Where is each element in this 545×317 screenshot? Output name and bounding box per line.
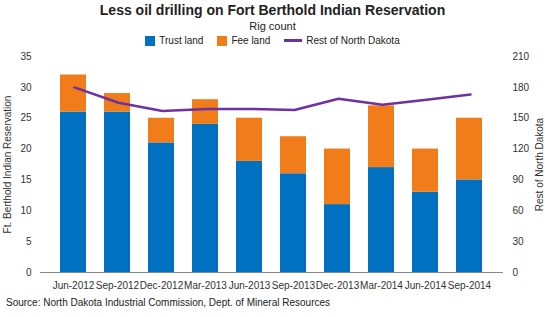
svg-text:Sep-2014: Sep-2014 — [448, 280, 492, 291]
svg-text:Sep-2013: Sep-2013 — [272, 280, 316, 291]
svg-text:30: 30 — [513, 236, 525, 247]
svg-text:20: 20 — [20, 143, 32, 154]
svg-text:Jun-2014: Jun-2014 — [405, 280, 447, 291]
svg-text:5: 5 — [26, 236, 32, 247]
html-text:Rest of North Dakota: Rest of North Dakota — [306, 34, 400, 46]
svg-text:15: 15 — [20, 174, 32, 185]
svg-text:150: 150 — [513, 112, 530, 123]
svg-text:Rest of North Dakota: Rest of North Dakota — [534, 117, 545, 211]
html-text:Trust land: Trust land — [159, 34, 204, 46]
svg-text:0: 0 — [26, 267, 32, 278]
svg-text:Dec-2012: Dec-2012 — [140, 280, 184, 291]
html-text:Source: North Dakota Industria: Source: North Dakota Industrial Commissi… — [6, 297, 330, 308]
svg-text:0: 0 — [513, 267, 519, 278]
svg-text:Mar-2013: Mar-2013 — [184, 280, 227, 291]
svg-text:Jun-2012: Jun-2012 — [53, 280, 95, 291]
html-text:Less oil drilling on Fort Bert: Less oil drilling on Fort Berthold India… — [99, 2, 446, 18]
svg-text:180: 180 — [513, 82, 530, 93]
svg-text:Sep-2012: Sep-2012 — [96, 280, 140, 291]
html-text:Rig count: Rig count — [249, 20, 296, 32]
svg-text:Ft. Berthold Indian Reservatio: Ft. Berthold Indian Reservation — [2, 96, 13, 234]
svg-text:10: 10 — [20, 205, 32, 216]
svg-text:Mar-2014: Mar-2014 — [360, 280, 403, 291]
html-text:Fee land: Fee land — [231, 34, 271, 46]
svg-text:35: 35 — [20, 51, 32, 62]
svg-text:25: 25 — [20, 112, 32, 123]
svg-text:Jun-2013: Jun-2013 — [229, 280, 271, 291]
svg-text:120: 120 — [513, 143, 530, 154]
svg-text:210: 210 — [513, 51, 530, 62]
svg-text:90: 90 — [513, 174, 525, 185]
svg-text:Dec-2013: Dec-2013 — [316, 280, 360, 291]
svg-text:30: 30 — [20, 82, 32, 93]
svg-text:60: 60 — [513, 205, 525, 216]
